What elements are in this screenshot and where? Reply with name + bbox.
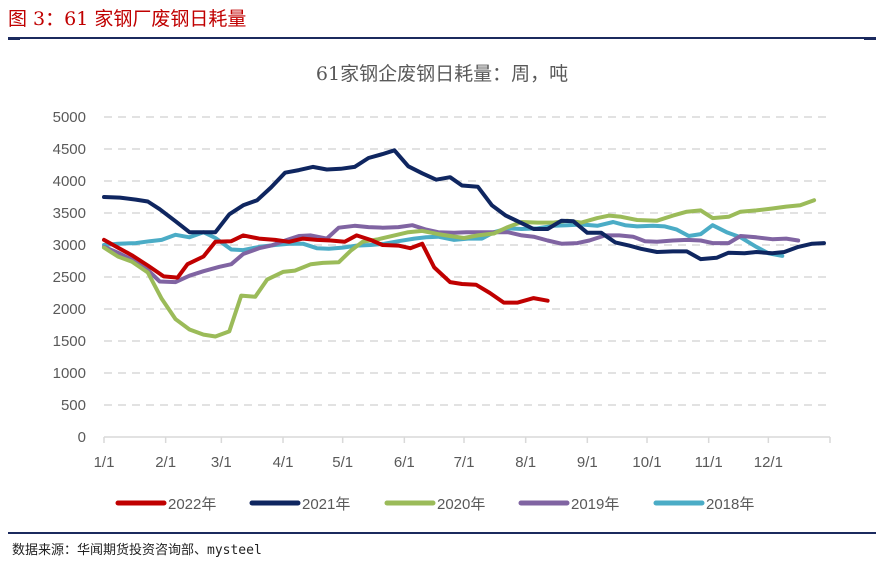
y-tick-label: 0: [78, 429, 86, 446]
legend-item: 2019年: [518, 496, 619, 513]
legend-label: 2018年: [706, 496, 754, 513]
x-tick-label: 3/1: [211, 454, 232, 471]
legend-item: 2018年: [653, 496, 754, 513]
y-tick-label: 3500: [53, 205, 86, 222]
series-line-2019: [102, 223, 801, 285]
x-tick-label: 2/1: [155, 454, 176, 471]
legend-label: 2019年: [571, 496, 619, 513]
series-line-2020: [102, 198, 817, 339]
series-line-2021: [102, 148, 826, 262]
x-tick-label: 12/1: [754, 454, 783, 471]
y-tick-label: 1000: [53, 365, 86, 382]
x-axis: 1/1 2/1 3/1 4/1 5/1 6/1 7/1 8/1 9/1 10/1 11/1 12/1: [94, 436, 831, 471]
legend-item: 2021年: [249, 496, 350, 513]
y-tick-label: 4000: [53, 173, 86, 190]
legend-label: 2020年: [437, 496, 485, 513]
y-tick-label: 500: [61, 397, 86, 414]
figure-title: 图 3：61 家钢厂废钢日耗量: [8, 8, 247, 30]
legend-label: 2021年: [302, 496, 350, 513]
footer-divider: [8, 532, 876, 534]
y-tick-label: 5000: [53, 109, 86, 126]
chart-title: 61家钢企废钢日耗量：周，吨: [316, 63, 568, 85]
x-tick-label: 6/1: [394, 454, 415, 471]
series-lines: [102, 148, 826, 339]
x-tick-label: 10/1: [632, 454, 661, 471]
header-divider: [8, 37, 876, 40]
x-tick-label: 11/1: [695, 454, 723, 471]
legend-item: 2020年: [384, 496, 485, 513]
gridlines: [104, 116, 830, 406]
legend-label: 2022年: [168, 496, 216, 513]
y-tick-label: 1500: [53, 333, 86, 350]
x-tick-label: 4/1: [273, 454, 294, 471]
x-tick-label: 5/1: [332, 454, 353, 471]
legend: 2022年 2021年 2020年 2019年 2018年: [115, 496, 754, 513]
series-line-2022: [102, 233, 550, 305]
source-note: 数据来源：华闻期货投资咨询部、mysteel: [12, 543, 262, 558]
y-tick-label: 4500: [53, 141, 86, 158]
x-tick-label: 9/1: [577, 454, 598, 471]
y-tick-label: 2000: [53, 301, 86, 318]
y-axis-ticks: 0 500 1000 1500 2000 2500 3000 3500 4000 4500 5000: [53, 109, 86, 446]
y-tick-label: 3000: [53, 237, 86, 254]
x-tick-label: 7/1: [454, 454, 475, 471]
legend-item: 2022年: [115, 496, 216, 513]
x-tick-label: 8/1: [515, 454, 536, 471]
x-tick-label: 1/1: [94, 454, 115, 471]
y-tick-label: 2500: [53, 269, 86, 286]
